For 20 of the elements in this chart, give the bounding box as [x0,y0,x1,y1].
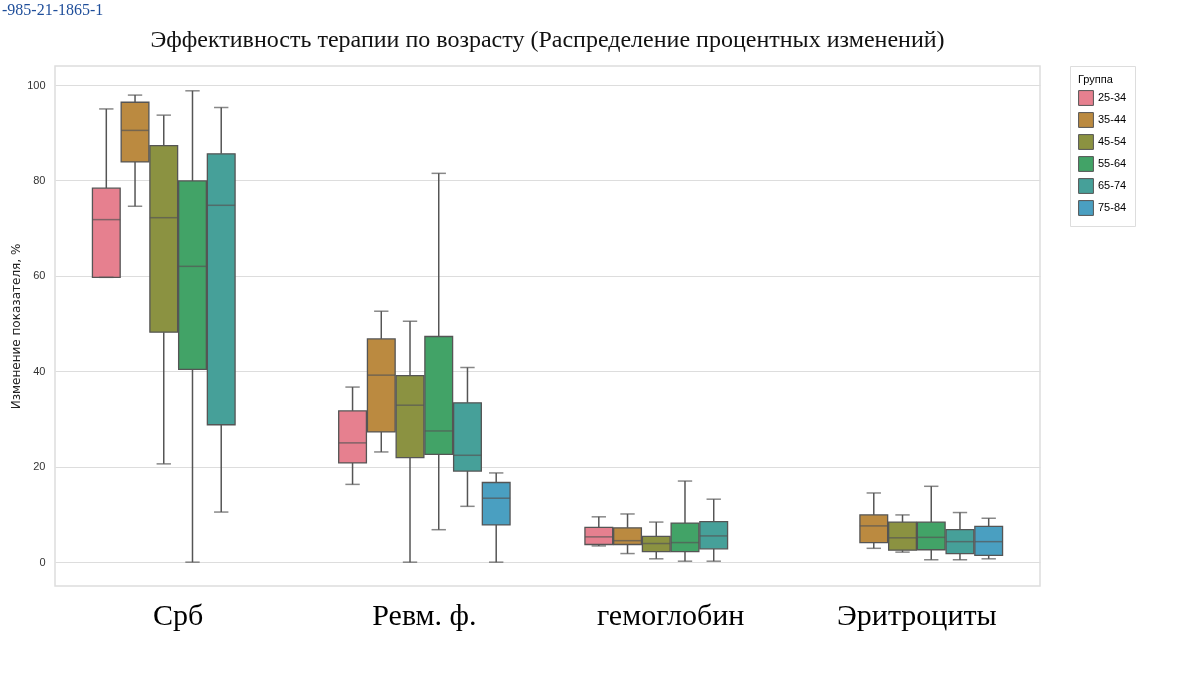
legend-label: 25-34 [1098,91,1127,103]
legend-label: 75-84 [1098,201,1127,213]
y-tick-label: 40 [33,364,46,377]
y-axis-title: Изменение показателя, % [9,243,24,410]
legend-label: 65-74 [1098,179,1127,191]
legend-title: Группа [1078,73,1114,85]
x-tick-label: Эритроциты [837,597,997,631]
y-tick-label: 20 [33,460,46,473]
chart-title: Эффективность терапии по возрасту (Распределение процентных изменений) [150,25,945,52]
y-tick-label: 60 [33,269,46,282]
y-tick-label: 100 [27,78,46,91]
x-tick-label: Срб [152,597,204,631]
legend-label: 55-64 [1098,157,1127,169]
y-tick-label: 80 [33,174,46,186]
y-tick-label: 0 [39,555,46,568]
x-tick-label: гемоглобин [596,597,745,631]
text: -985-21-1865-1 [2,1,104,19]
legend-label: 45-54 [1098,135,1127,147]
legend-label: 35-44 [1098,113,1127,125]
x-tick-label: Ревм. ф. [372,597,477,631]
